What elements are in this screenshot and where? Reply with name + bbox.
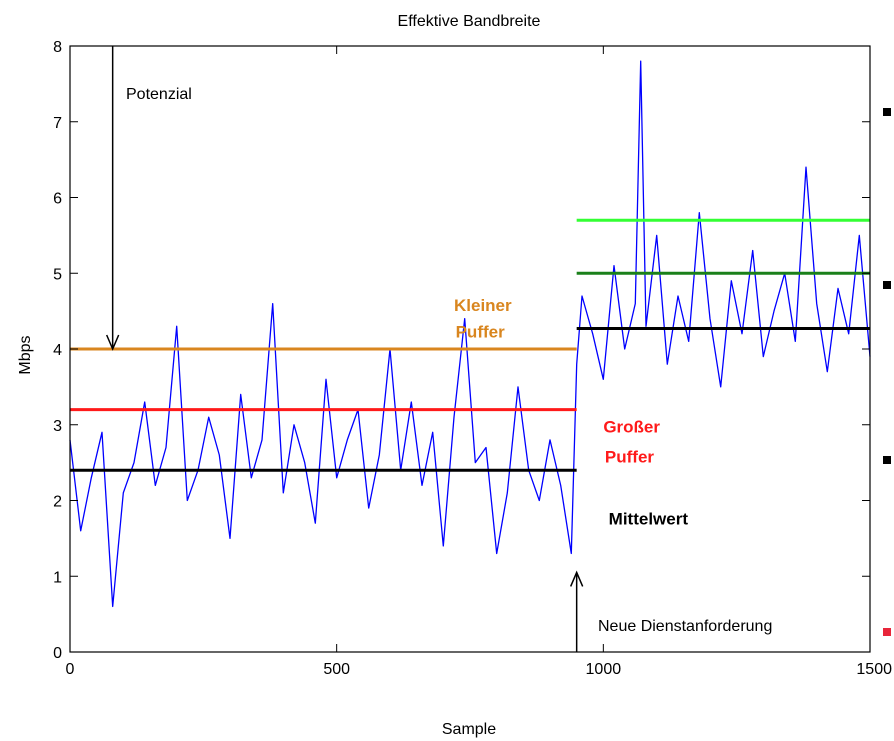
- x-tick-label-1: 500: [323, 661, 350, 678]
- legend-marker-2: [883, 456, 891, 464]
- y-tick-label-3: 3: [53, 418, 62, 435]
- annotation-1: Kleiner: [454, 296, 512, 315]
- y-tick-label-7: 7: [53, 115, 62, 132]
- y-tick-label-0: 0: [53, 645, 62, 662]
- x-tick-label-3: 1500: [856, 661, 892, 678]
- x-tick-label-2: 1000: [586, 661, 622, 678]
- x-tick-label-0: 0: [66, 661, 75, 678]
- legend-markers: [883, 108, 891, 636]
- annotation-0: Potenzial: [126, 86, 192, 103]
- axes: 0 1 2 3 4 5 6 7 8 0 500 1000 1500: [53, 39, 892, 678]
- legend-marker-3: [883, 628, 891, 636]
- y-tick-label-1: 1: [53, 569, 62, 586]
- y-tick-label-5: 5: [53, 266, 62, 283]
- annotations: Potenzial Kleiner Puffer Großer Puffer Mittel…: [126, 86, 772, 635]
- x-axis-label: Sample: [442, 721, 496, 738]
- y-tick-label-4: 4: [53, 342, 62, 359]
- y-tick-label-8: 8: [53, 39, 62, 56]
- y-axis-label: Mbps: [17, 335, 34, 374]
- chart-title: Effektive Bandbreite: [398, 13, 541, 30]
- arrow-head-1: [569, 570, 584, 587]
- annotation-4: Puffer: [605, 448, 655, 467]
- arrows: [105, 46, 584, 652]
- series-line-0: [69, 60, 871, 608]
- annotation-5: Mittelwert: [609, 510, 689, 529]
- y-tick-label-6: 6: [53, 191, 62, 208]
- arrow-head-0: [105, 334, 120, 351]
- annotation-3: Großer: [603, 417, 660, 436]
- reference-lines: [70, 218, 870, 472]
- series-layer: [69, 60, 871, 608]
- legend-marker-0: [883, 108, 891, 116]
- legend-marker-1: [883, 281, 891, 289]
- y-tick-label-2: 2: [53, 494, 62, 511]
- annotation-2: Puffer: [456, 323, 506, 342]
- annotation-6: Neue Dienstanforderung: [598, 618, 772, 635]
